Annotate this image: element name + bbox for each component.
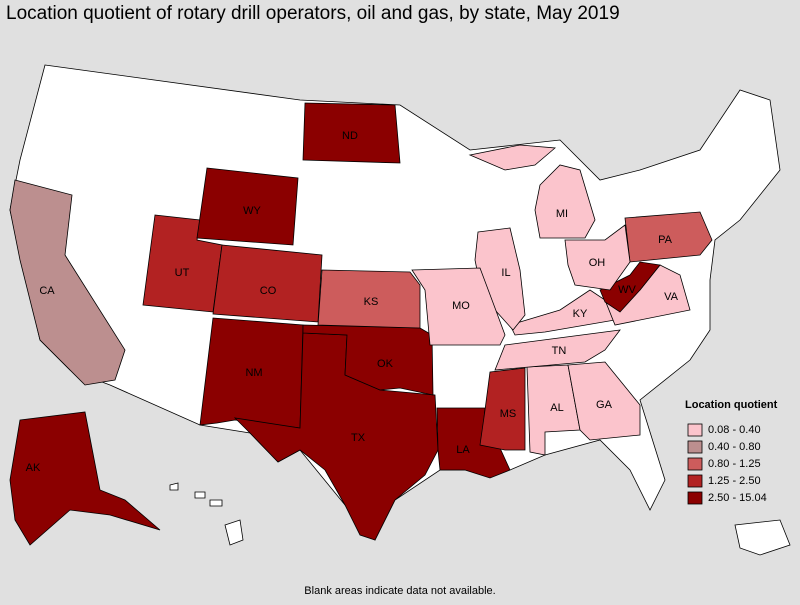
state-label: NM <box>245 367 262 379</box>
state <box>599 261 661 313</box>
state <box>564 224 631 291</box>
state-label: WV <box>618 284 636 296</box>
footnote: Blank areas indicate data not available. <box>304 585 495 597</box>
state-label: TN <box>552 345 567 357</box>
state <box>212 244 323 323</box>
state-label: KS <box>364 296 379 308</box>
state-label: CO <box>260 285 277 297</box>
hawaii <box>169 482 791 556</box>
state <box>196 167 299 246</box>
legend-swatch <box>687 457 703 471</box>
legend-label: 0.80 - 1.25 <box>708 458 761 470</box>
state <box>302 102 401 164</box>
state <box>411 267 506 346</box>
state-label: TX <box>351 432 366 444</box>
state-label: VA <box>664 291 679 303</box>
legend: 0.08 - 0.40 0.40 - 0.80 0.80 - 1.25 1.25 - … <box>687 423 767 505</box>
state-label: CA <box>39 285 55 297</box>
state-label: UT <box>175 267 190 279</box>
state <box>468 144 556 171</box>
legend-swatch <box>687 440 703 454</box>
state <box>534 164 596 239</box>
state-label: AL <box>550 402 563 414</box>
state-label: WY <box>243 205 261 217</box>
legend-swatch <box>687 474 703 488</box>
state-label: OH <box>589 257 606 269</box>
state-label: ND <box>342 130 358 142</box>
legend-label: 1.25 - 2.50 <box>708 475 761 487</box>
state <box>317 269 421 329</box>
state-labels: CA AK UT CO NM WY ND TX OK KS LA MS AL G… <box>26 130 679 474</box>
state-label: LA <box>456 444 470 456</box>
legend-label: 2.50 - 15.04 <box>708 492 767 504</box>
state <box>494 329 621 371</box>
state-label: PA <box>658 234 673 246</box>
state <box>302 324 434 396</box>
state <box>567 361 641 441</box>
legend-label: 0.08 - 0.40 <box>708 424 761 436</box>
legend-swatch <box>687 423 703 437</box>
state <box>479 367 526 451</box>
state-label: GA <box>596 399 613 411</box>
state-label: AK <box>26 462 41 474</box>
title: Location quotient of rotary drill operat… <box>6 3 620 24</box>
state-label: MI <box>556 208 568 220</box>
states <box>9 102 713 546</box>
legend-swatch <box>687 491 703 505</box>
legend-title: Location quotient <box>685 399 778 411</box>
state-label: IL <box>501 267 510 279</box>
state-label: MS <box>500 408 517 420</box>
state <box>9 411 161 546</box>
legend-label: 0.40 - 0.80 <box>708 441 761 453</box>
state <box>9 179 126 386</box>
state-label: OK <box>377 358 394 370</box>
state-label: MO <box>452 300 470 312</box>
state-label: KY <box>573 308 588 320</box>
